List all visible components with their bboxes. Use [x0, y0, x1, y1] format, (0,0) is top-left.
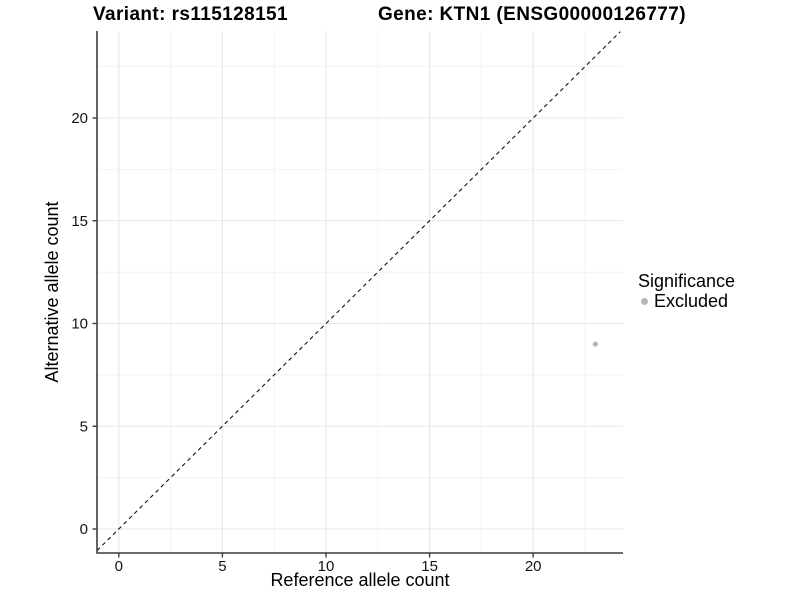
- plot-title-gene: Gene: KTN1 (ENSG00000126777): [378, 4, 686, 25]
- major-gridlines: [97, 31, 623, 553]
- data-points: [592, 341, 598, 347]
- x-axis-ticks: 0 5 10 15 20: [115, 553, 542, 575]
- axis-lines: [96, 31, 623, 554]
- legend-title: Significance: [638, 271, 736, 291]
- excluded-point-icon: [641, 297, 648, 305]
- identity-reference-line: [96, 31, 621, 551]
- y-tick-label: 15: [71, 213, 88, 230]
- y-tick-label: 20: [71, 110, 88, 127]
- data-point: [592, 341, 598, 347]
- legend-entry: Excluded: [638, 291, 735, 311]
- y-tick-label: 10: [71, 316, 88, 333]
- x-tick-label: 20: [525, 558, 542, 575]
- y-tick-label: 0: [80, 521, 88, 538]
- y-axis-title: Alternative allele count: [42, 201, 62, 383]
- x-tick-label: 15: [421, 558, 438, 575]
- y-tick-label: 5: [80, 418, 88, 435]
- y-axis-ticks: 0 5 10 15 20: [71, 110, 97, 538]
- minor-gridlines: [97, 31, 623, 553]
- plot-title-variant: Variant: rs115128151: [93, 4, 288, 25]
- x-tick-label: 5: [218, 558, 226, 575]
- legend: Significance Excluded: [638, 271, 735, 311]
- x-axis-title: Reference allele count: [270, 570, 450, 590]
- x-tick-label: 10: [318, 558, 335, 575]
- x-tick-label: 0: [115, 558, 123, 575]
- legend-entry-label: Excluded: [654, 291, 729, 311]
